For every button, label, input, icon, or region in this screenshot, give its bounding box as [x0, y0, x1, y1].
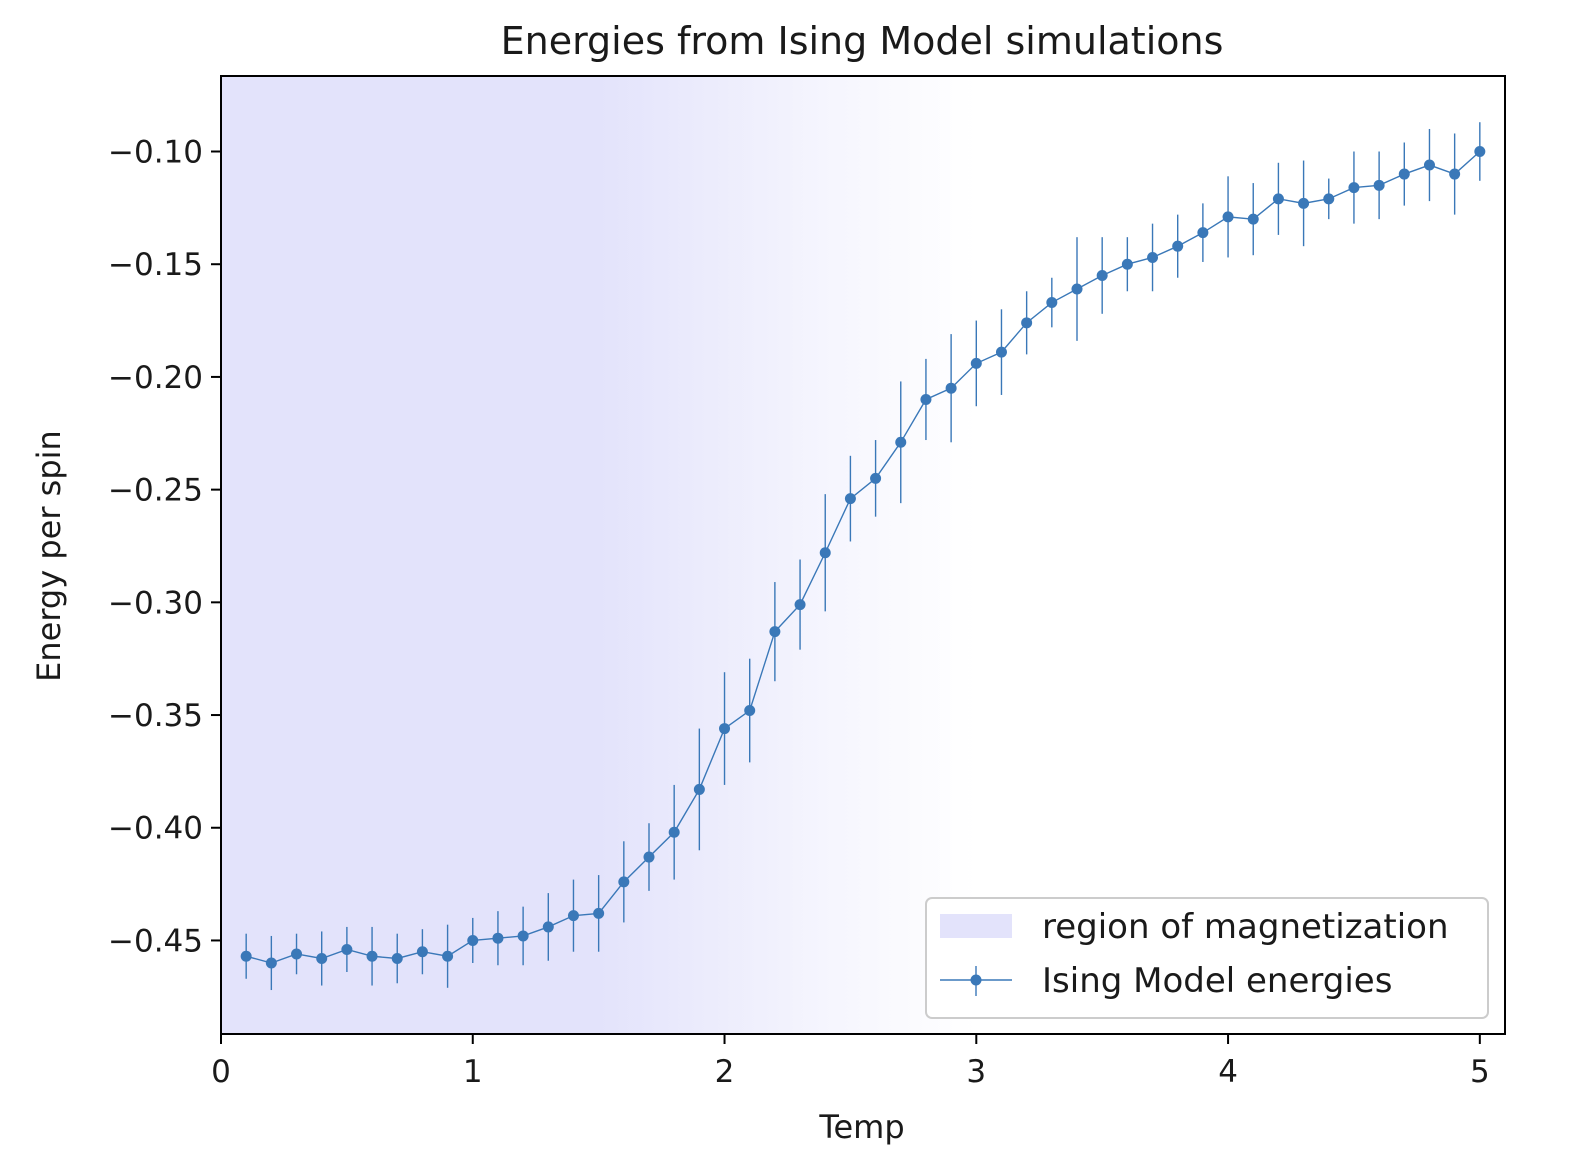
y-axis-ticks: −0.10 −0.15 −0.20 −0.25 −0.30 −0.35 −0.40 −0.45 — [108, 135, 221, 959]
data-point — [819, 547, 831, 559]
data-points — [240, 146, 1486, 969]
data-point — [316, 952, 328, 964]
y-tick-label: −0.30 — [108, 585, 203, 621]
data-point — [442, 950, 454, 962]
x-axis-ticks: 0 1 2 3 4 5 — [211, 1034, 1490, 1090]
x-tick-label: 5 — [1470, 1054, 1490, 1090]
data-point — [1222, 211, 1234, 223]
legend-swatch-region — [940, 914, 1012, 938]
data-point — [970, 357, 982, 369]
data-point — [995, 346, 1007, 358]
data-point — [416, 946, 428, 958]
data-point — [341, 943, 353, 955]
legend-label-region: region of magnetization — [1042, 907, 1449, 947]
data-point — [542, 921, 554, 933]
data-point — [1423, 159, 1435, 171]
data-point — [366, 950, 378, 962]
data-point — [391, 952, 403, 964]
data-point — [265, 957, 277, 969]
data-point — [1373, 179, 1385, 191]
y-tick-label: −0.35 — [108, 698, 203, 734]
data-point — [291, 948, 303, 960]
data-point — [1323, 193, 1335, 205]
chart-title: Energies from Ising Model simulations — [501, 19, 1224, 63]
x-tick-label: 4 — [1218, 1054, 1238, 1090]
data-point — [492, 932, 504, 944]
plot-frame — [220, 75, 1506, 1035]
data-point — [870, 472, 882, 484]
x-tick-label: 3 — [966, 1054, 986, 1090]
data-point — [719, 723, 731, 735]
data-point — [844, 493, 856, 505]
data-point — [1298, 197, 1310, 209]
data-point — [895, 436, 907, 448]
data-point — [1398, 168, 1410, 180]
y-tick-label: −0.15 — [108, 247, 203, 283]
legend: region of magnetization Ising Model ener… — [925, 897, 1489, 1019]
data-point — [693, 783, 705, 795]
data-point — [1348, 182, 1360, 194]
legend-box — [925, 897, 1489, 1019]
data-point — [744, 705, 756, 717]
y-tick-label: −0.20 — [108, 360, 203, 396]
data-point — [794, 599, 806, 611]
data-point — [1071, 283, 1083, 295]
legend-label-series: Ising Model energies — [1042, 961, 1392, 1001]
data-point — [945, 382, 957, 394]
data-point — [517, 930, 529, 942]
data-point — [769, 626, 781, 638]
y-tick-label: −0.40 — [108, 811, 203, 847]
data-point — [618, 876, 630, 888]
data-point — [920, 393, 932, 405]
data-point — [1096, 269, 1108, 281]
data-point — [1147, 251, 1159, 263]
data-point — [567, 910, 579, 922]
y-tick-label: −0.10 — [108, 135, 203, 171]
data-point — [1021, 317, 1033, 329]
x-tick-label: 0 — [211, 1054, 231, 1090]
y-tick-label: −0.25 — [108, 473, 203, 509]
data-point — [1474, 146, 1486, 158]
data-point — [1197, 227, 1209, 239]
y-tick-label: −0.45 — [108, 923, 203, 959]
data-point — [643, 851, 655, 863]
data-point — [1046, 297, 1058, 309]
x-tick-label: 1 — [463, 1054, 483, 1090]
data-point — [240, 950, 252, 962]
data-point — [1247, 213, 1259, 225]
data-point — [593, 907, 605, 919]
data-point — [668, 826, 680, 838]
y-axis-label: Energy per spin — [30, 430, 68, 682]
legend-marker-series — [970, 974, 982, 986]
x-axis-label: Temp — [818, 1108, 904, 1146]
data-point — [1121, 258, 1133, 270]
x-tick-label: 2 — [715, 1054, 735, 1090]
data-point — [1449, 168, 1461, 180]
data-point — [1272, 193, 1284, 205]
data-point — [1172, 240, 1184, 252]
magnetization-region — [221, 76, 977, 1034]
data-point — [467, 934, 479, 946]
